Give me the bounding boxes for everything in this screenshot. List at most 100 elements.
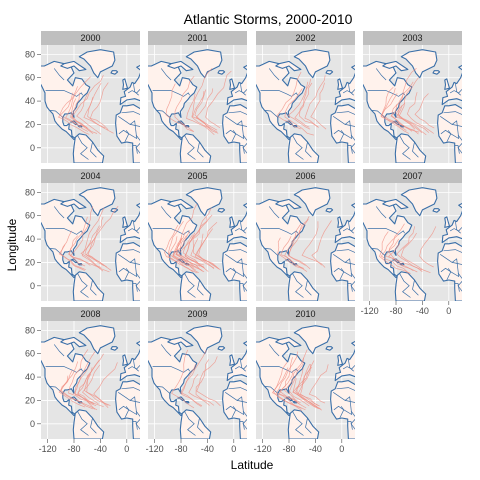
facet-panels: 2000 2001 2002 2003 2004 2005 2006 2007 2008 2009… [41,31,462,439]
storm-track [379,231,411,274]
storm-track [71,92,88,128]
storm-track [294,81,310,128]
storm-track [73,364,96,410]
storm-track [311,220,332,266]
storm-track [277,237,303,269]
storm-track [68,349,94,405]
panel-body [41,321,140,439]
storm-track [272,367,302,411]
storm-track [178,232,205,273]
storm-track [301,221,326,268]
storm-track [190,238,215,270]
y-tick-label: 0 [30,143,35,153]
panel-body [41,45,140,163]
storm-track [176,236,205,269]
y-tick-label: 20 [25,395,35,405]
storm-track [58,244,85,271]
facet-strip [256,169,355,183]
facet-strip [256,31,355,45]
facet-panel-2005: 2005 [148,169,247,301]
x-tick-label: -120 [146,444,164,454]
facet-strip-label: 2008 [80,309,100,319]
y-tick-label: 80 [25,325,35,335]
storm-track [89,82,109,131]
storm-track [304,75,326,128]
x-tick-label: -120 [39,444,57,454]
storm-track [84,225,112,271]
x-tick-label: 0 [231,444,236,454]
y-tick-label: 40 [25,96,35,106]
facet-panel-2010: 2010 [256,307,355,439]
storm-track [299,82,319,128]
x-tick-label: 0 [124,444,129,454]
storm-track [194,228,215,269]
facet-strip [148,31,247,45]
storm-track [69,206,94,267]
y-tick-label: 0 [30,281,35,291]
panel-body [148,183,247,301]
storm-track [172,230,203,272]
storm-track [77,359,104,408]
x-tick-label: -80 [282,444,295,454]
y-tick-label: 0 [30,419,35,429]
facet-strip-label: 2004 [80,171,100,181]
storm-track [87,97,114,134]
facet-panel-2004: 2004 [41,169,140,301]
storm-track [81,207,105,268]
panel-body [363,45,462,163]
storm-track [288,223,311,270]
storm-track [174,75,195,132]
storm-track [395,105,427,136]
y-tick-label: 60 [25,211,35,221]
facet-strip-label: 2007 [402,171,422,181]
storm-track [398,77,423,134]
y-tick-label: 20 [25,257,35,267]
storm-track [180,363,202,407]
x-axis-title: Latitude [231,458,274,472]
y-tick-label: 80 [25,49,35,59]
storm-track [275,351,302,409]
storm-track [165,83,194,132]
storm-track [390,104,419,135]
storm-track [407,92,435,134]
storm-track [195,88,219,134]
facet-strip [363,31,462,45]
y-tick-label: 40 [25,372,35,382]
storm-track [289,357,310,407]
facet-strip [148,307,247,321]
storm-track [171,349,195,409]
panel-body [256,321,355,439]
storm-track [300,366,319,406]
storm-track [59,86,94,134]
storm-track [184,214,213,272]
storm-track [86,373,109,406]
facet-strip [41,31,140,45]
storm-track [391,81,414,132]
storm-track [93,362,118,406]
facet-panel-2009: 2009 [148,307,247,439]
facet-panel-2008: 2008 [41,307,140,439]
storm-track [57,92,90,135]
panel-body [148,45,247,163]
storm-track [400,232,431,274]
storm-track [186,93,215,136]
x-tick-label: -40 [94,444,107,454]
facet-strip [363,169,462,183]
storm-track [60,361,94,410]
storm-track [396,226,423,272]
storm-track [192,90,218,133]
facet-panel-2000: 2000 [41,31,140,163]
x-tick-label: -40 [309,444,322,454]
facet-strip-label: 2000 [80,33,100,43]
y-tick-label: 20 [25,119,35,129]
facet-strip-label: 2001 [187,33,207,43]
storm-track [68,235,110,273]
storm-track [395,103,430,133]
storm-track [58,369,86,408]
facet-panel-2002: 2002 [256,31,355,163]
storm-track [82,364,101,405]
facet-strip [41,169,140,183]
x-axis-ticks: -120 -80 -40 0 -120 -80 -40 0 -120 -80 -40 0 -120 -80… [39,301,451,454]
storm-track [419,226,437,268]
y-axis-ticks: 0 20 40 60 80 0 20 40 60 80 0 20 40 60 80 [25,49,41,429]
